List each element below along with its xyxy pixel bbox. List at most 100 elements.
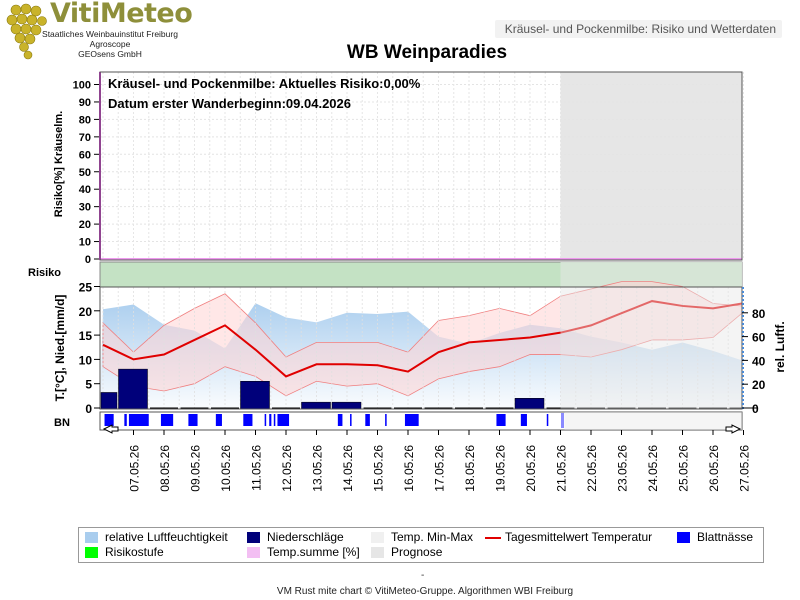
x-tick-label: 19.05.26 (494, 445, 508, 492)
risk-y-tick-label: 0 (85, 254, 91, 266)
precip-bar (301, 401, 331, 410)
x-tick-label: 10.05.26 (219, 445, 233, 492)
x-tick-label: 21.05.26 (555, 445, 569, 492)
risk-strip-label: Risiko (28, 267, 61, 279)
precip-bar (100, 392, 118, 410)
weather-left-tick-label: 10 (79, 353, 93, 367)
x-tick-label: 16.05.26 (402, 445, 416, 492)
x-tick-label: 07.05.26 (128, 445, 142, 492)
logo-geosens: GEOsens GmbH (78, 49, 142, 59)
x-tick-label: 12.05.26 (280, 445, 294, 492)
leaf-wetness-bar (215, 414, 222, 426)
leaf-wetness-bar (404, 414, 419, 426)
leaf-wetness-bar (520, 414, 527, 426)
weather-right-tick-label: 60 (752, 331, 766, 345)
precip-bar (240, 381, 270, 410)
legend-label-temp-minmax: Temp. Min-Max (391, 530, 474, 544)
logo-institute: Staatliches Weinbauinstitut Freiburg (42, 29, 178, 39)
legend-label-leaf-wetness: Blattnässe (697, 530, 754, 544)
x-tick-label: 25.05.26 (677, 445, 691, 492)
footer-credit: VM Rust mite chart © VitiMeteo-Gruppe. A… (276, 586, 574, 597)
risk-y-tick-label: 30 (79, 202, 91, 214)
legend-swatch-leaf-wetness (677, 532, 690, 543)
risk-y-tick-label: 80 (79, 114, 91, 126)
legend-swatch-temp-minmax (371, 532, 384, 543)
leaf-wetness-forecast-shade (564, 412, 742, 430)
x-tick-label: 13.05.26 (311, 445, 325, 492)
risk-annotation-start-date: Datum erster Wanderbeginn:09.04.2026 (108, 96, 351, 111)
leaf-wetness-bar (350, 414, 352, 426)
footer-dash: - (421, 570, 425, 581)
legend-label-risk-level: Risikostufe (105, 545, 164, 559)
leaf-wetness-bar (160, 414, 174, 426)
leaf-wetness-bar (365, 414, 370, 426)
leaf-wetness-bar (188, 414, 198, 426)
x-tick-label: 09.05.26 (189, 445, 203, 492)
x-tick-label: 15.05.26 (372, 445, 386, 492)
logo-name: VitiMeteo (50, 0, 193, 29)
weather-left-tick-label: 15 (79, 329, 93, 343)
x-tick-label: 24.05.26 (646, 445, 660, 492)
legend-swatch-forecast (371, 547, 384, 558)
x-tick-label: 11.05.26 (250, 445, 264, 491)
weather-left-tick-label: 5 (85, 378, 92, 392)
scroll-right-arrow-icon (725, 424, 742, 434)
precip-bar (514, 398, 545, 410)
risk-y-tick-label: 90 (79, 97, 91, 109)
leaf-wetness-bar (277, 414, 290, 426)
weather-right-tick-label: 80 (752, 307, 766, 321)
chart-title: WB Weinparadies (346, 42, 508, 63)
weather-right-tick-label: 40 (752, 354, 766, 368)
leaf-wetness-bar (104, 414, 114, 426)
vitimeteo-logo: VitiMeteo Staatliches Weinbauinstitut Fr… (0, 0, 193, 62)
risk-y-tick-label: 10 (79, 237, 91, 249)
risk-y-tick-label: 70 (79, 132, 91, 144)
leaf-wetness-bar (273, 414, 276, 426)
leaf-wetness-bar (124, 414, 127, 426)
x-tick-label: 26.05.26 (707, 445, 721, 492)
grape-icon (6, 3, 47, 60)
legend-swatch-temp-mean (485, 537, 501, 539)
leaf-wetness-label: BN (54, 417, 70, 429)
precip-bar (118, 368, 148, 410)
weather-forecast-shade (560, 287, 742, 409)
risk-y-tick-label: 100 (73, 80, 91, 92)
precip-bar (331, 401, 362, 410)
logo-agroscope: Agroscope (89, 39, 131, 49)
leaf-wetness-bar (264, 414, 267, 426)
legend-label-temp-sum: Temp.summe [%] (267, 545, 360, 559)
weather-right-tick-label: 20 (752, 378, 766, 392)
leaf-wetness-bar (128, 414, 149, 426)
weather-right-tick-label: 0 (752, 402, 759, 416)
x-tick-label: 18.05.26 (463, 445, 477, 492)
x-tick-label: 20.05.26 (524, 445, 538, 492)
risk-y-tick-label: 50 (79, 167, 91, 179)
risk-y-tick-label: 40 (79, 184, 91, 196)
chart-legend: relative Luftfeuchtigkeit Niederschläge … (78, 527, 764, 563)
legend-label-forecast: Prognose (391, 545, 443, 559)
leaf-wetness-bar (337, 414, 343, 426)
leaf-wetness-bar (385, 414, 387, 426)
x-tick-label: 23.05.26 (616, 445, 630, 492)
risk-forecast-shade (560, 72, 742, 260)
x-tick-label: 17.05.26 (433, 445, 447, 492)
risk-y-tick-label: 60 (79, 149, 91, 161)
weather-right-axis-label: rel. Luftf. (773, 321, 787, 372)
risk-annotation-current: Kräusel- und Pockenmilbe: Aktuelles Risi… (108, 76, 421, 91)
x-tick-label: 22.05.26 (585, 445, 599, 492)
risk-y-axis-label: Risiko[%] Kräuselm. (53, 111, 65, 217)
legend-swatch-risk-level (85, 547, 98, 558)
weather-left-tick-label: 20 (79, 305, 93, 319)
page-subtitle: Kräusel- und Pockenmilbe: Risiko und Wet… (494, 20, 782, 38)
legend-label-humidity: relative Luftfeuchtigkeit (105, 530, 228, 544)
risk-panel-frame (99, 71, 743, 261)
leaf-wetness-strip (99, 411, 743, 431)
weather-left-axis-label: T.[°C], Nied.[mm/d] (53, 295, 67, 402)
weather-left-tick-label: 0 (85, 402, 92, 416)
legend-swatch-humidity (85, 532, 98, 543)
x-tick-label: 14.05.26 (341, 445, 355, 492)
legend-label-temp-mean: Tagesmittelwert Temperatur (505, 530, 653, 544)
temp-mean-line (102, 300, 743, 378)
scroll-left-arrow-icon (102, 424, 119, 434)
